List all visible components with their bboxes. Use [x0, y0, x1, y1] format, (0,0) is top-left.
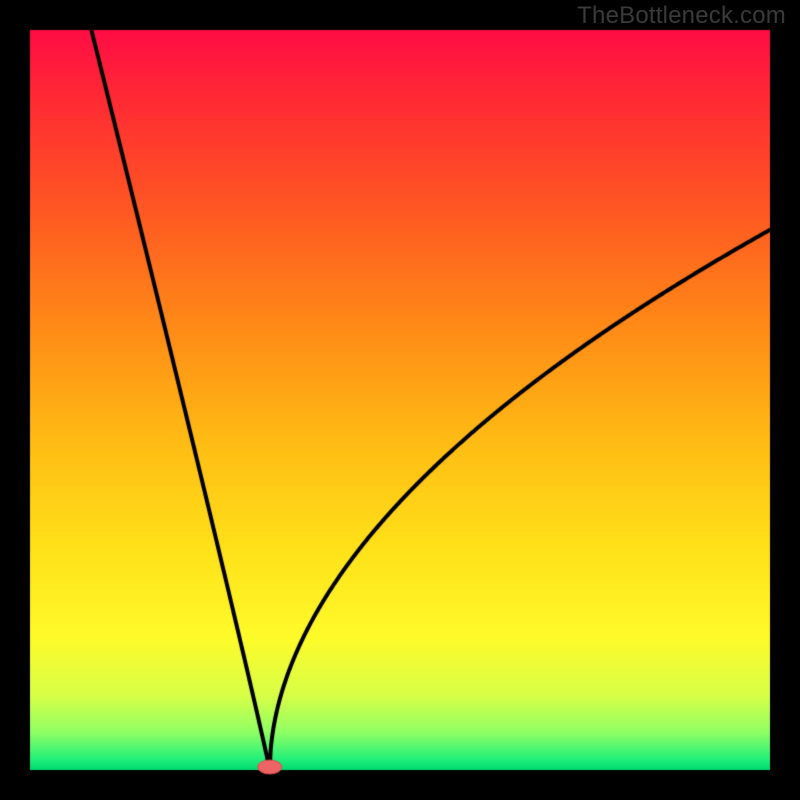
watermark-text: TheBottleneck.com	[577, 2, 786, 30]
chart-stage: TheBottleneck.com	[0, 0, 800, 800]
chart-curve-canvas	[0, 0, 800, 800]
